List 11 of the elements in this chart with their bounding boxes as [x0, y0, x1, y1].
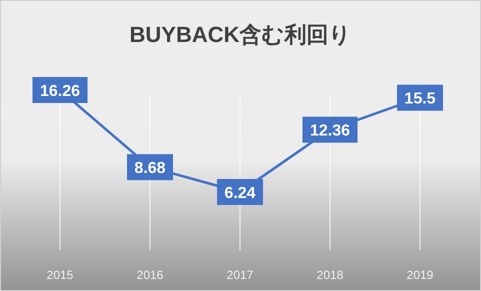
data-label: 12.36	[310, 122, 350, 140]
x-tick-label: 2019	[406, 268, 434, 282]
x-tick-label: 2018	[316, 268, 344, 282]
data-label: 8.68	[134, 160, 166, 178]
data-label: 15.5	[404, 90, 436, 108]
x-tick-label: 2015	[46, 268, 74, 282]
chart-title: BUYBACK含む利回り	[130, 22, 352, 47]
x-tick-label: 2017	[226, 268, 254, 282]
x-tick-label: 2016	[136, 268, 164, 282]
data-label: 16.26	[40, 83, 80, 100]
data-label: 6.24	[224, 185, 256, 202]
